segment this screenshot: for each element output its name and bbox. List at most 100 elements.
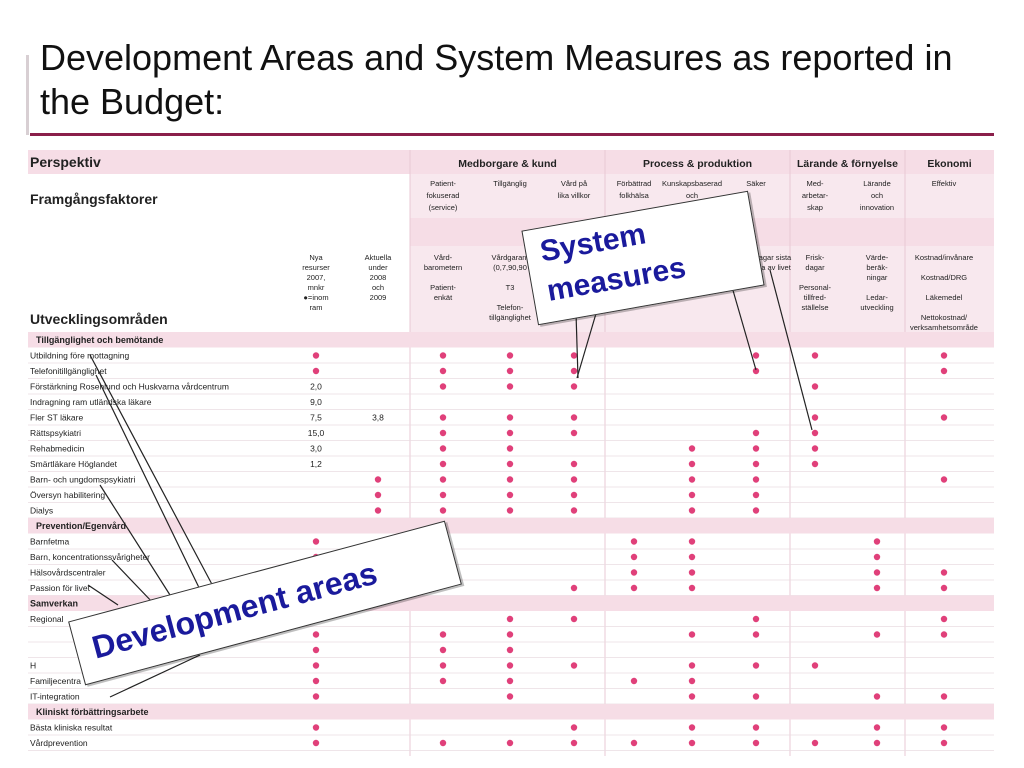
resource-header: 2008 [370,273,387,282]
development-area-label: Familjecentra [30,676,81,686]
measure-dot [630,538,638,545]
measure-dot [752,476,760,483]
measure-dot [873,553,881,561]
measure-dot [688,476,696,483]
resource-value: 7,5 [310,413,322,423]
measure-dot [439,383,447,390]
success-factor: arbetar- [802,191,829,200]
success-factor: och [871,191,883,200]
development-area-label: Rättspsykiatri [30,428,81,438]
measure-dot [688,677,696,685]
measure-dot [570,724,578,731]
measure-dot [873,631,881,638]
development-area-label: Bästa kliniska resultat [30,723,113,733]
measure-dot [506,739,514,747]
success-factor: Vård på [561,179,588,188]
success-factor: skap [807,203,823,212]
slide-title: Development Areas and System Measures as… [40,37,953,122]
measure-dot [811,460,819,468]
framgangsfaktorer-label: Framgångsfaktorer [30,191,158,207]
system-measure: Patient- [430,283,456,292]
system-measure: (0,7,90,90 [493,263,527,272]
measure-dot [688,662,696,669]
measure-dot [752,367,760,375]
system-measure: Kostnad/DRG [921,273,967,282]
system-measure: barometern [424,263,462,272]
measure-dot [570,429,578,437]
measure-dot [688,538,696,545]
success-factor: Lärande [863,179,891,188]
resource-value: 1,2 [310,459,322,469]
development-area-label: Barn- och ungdomspsykiatri [30,475,135,485]
measure-dot [752,460,760,468]
development-area-label: Passion för livet [30,583,91,593]
success-factor: fokuserad [427,191,460,200]
measure-dot [940,631,948,638]
development-area-label: Telefonitillgänglighet [30,366,107,376]
measure-dot [688,584,696,592]
measure-dot [570,507,578,514]
development-area-label: Indragning ram utländska läkare [30,397,152,407]
measure-dot [688,724,696,731]
resource-header: ●=inom [303,293,328,302]
measure-dot [752,507,760,514]
measure-dot [506,615,514,623]
measure-dot [630,569,638,576]
success-factor: Patient- [430,179,456,188]
resource-dot [312,693,320,700]
measure-dot [688,491,696,499]
group-band [28,704,994,720]
measure-dot [688,739,696,747]
measure-dot [873,739,881,747]
measure-dot [439,367,447,375]
resource-dot [312,367,320,375]
development-area-label: IT-integration [30,692,80,702]
success-factor: Kunskapsbaserad [662,179,722,188]
measure-dot [811,445,819,452]
resource-dot [374,476,382,483]
system-measure: tillfred- [804,293,827,302]
measure-dot [873,569,881,576]
system-measure: Kostnad/invånare [915,253,973,262]
measure-dot [940,367,948,375]
group-band [28,518,994,534]
measure-dot [439,507,447,514]
measure-dot [506,476,514,483]
development-area-label: Vårdprevention [30,738,88,748]
measure-dot [752,445,760,452]
measure-dot [940,739,948,747]
measure-dot [570,476,578,483]
system-measure: Värde- [866,253,889,262]
measure-dot [439,429,447,437]
measure-dot [506,631,514,638]
measure-dot [630,739,638,747]
measure-dot [940,414,948,421]
measure-dot [439,677,447,685]
measure-dot [506,460,514,468]
system-measure: verksamhetsområde [910,323,978,332]
resource-dot [312,724,320,731]
measure-dot [811,352,819,359]
development-area-label: Hälsovårdscentraler [30,568,106,578]
measure-dot [688,693,696,700]
success-factor: Tillgänglig [493,179,527,188]
resource-header: ram [310,303,323,312]
measure-dot [752,724,760,731]
resource-dot [312,352,320,359]
development-area-label: Barn, koncentrationssvårigheter [30,552,150,562]
system-measure: Läkemedel [926,293,963,302]
resource-header: resurser [302,263,330,272]
perspektiv-band [28,150,994,174]
measure-dot [570,367,578,375]
budget-table: Perspektiv Framgångsfaktorer Utvecklingsom… [28,150,994,756]
measure-dot [506,383,514,390]
measure-dot [570,584,578,592]
system-measure: enkät [434,293,453,302]
success-factor: Säker [746,179,766,188]
measure-dot [439,460,447,468]
measure-dot [506,352,514,359]
perspective-header: Medborgare & kund [458,158,557,170]
measure-dot [506,414,514,421]
measure-dot [688,631,696,638]
resource-header: Aktuella [365,253,393,262]
